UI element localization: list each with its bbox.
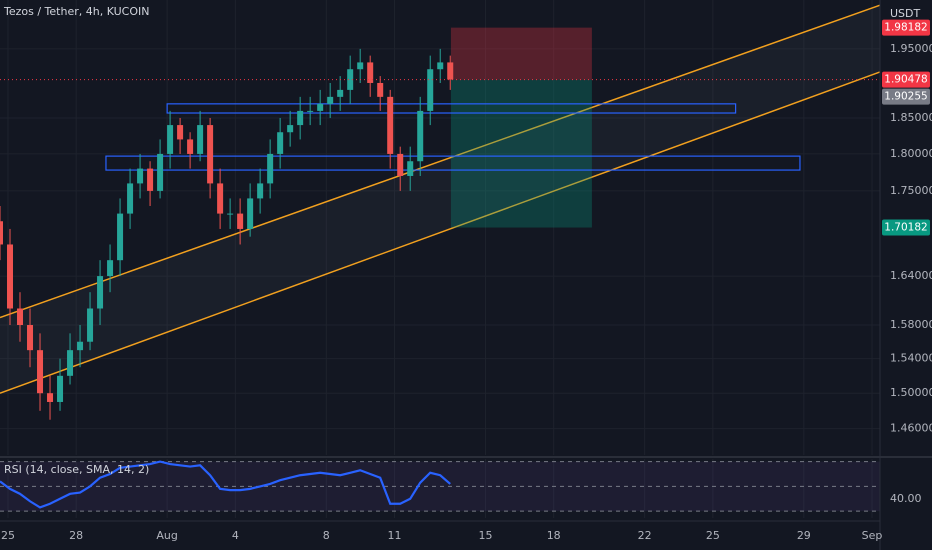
x-tick-label: Aug: [156, 529, 177, 542]
price-label: 1.90478: [884, 74, 927, 86]
candle-body: [317, 103, 324, 111]
candle-body: [347, 69, 354, 90]
candle-body: [97, 276, 104, 309]
x-tick-label: 22: [638, 529, 652, 542]
candle-body: [207, 125, 214, 184]
target-zone: [450, 79, 592, 228]
candle-body: [297, 110, 304, 126]
price-pane: [0, 0, 881, 518]
candle-body: [157, 153, 164, 191]
x-tick-label: 11: [388, 529, 402, 542]
candle-body: [137, 168, 144, 184]
x-tick-label: 25: [706, 529, 720, 542]
candle-body: [447, 62, 454, 80]
price-label-bg: [882, 219, 930, 236]
candle-body: [277, 132, 284, 154]
candle-body: [87, 308, 94, 342]
candle-body: [187, 139, 194, 154]
candle-body: [217, 183, 224, 214]
price-label: 1.90255: [884, 91, 927, 103]
candle-body: [197, 125, 204, 154]
candle-body: [107, 260, 114, 277]
candle-body: [127, 183, 134, 214]
candle-body: [337, 89, 344, 97]
candle-body: [327, 96, 334, 104]
candle-body: [47, 393, 54, 402]
stop-zone: [450, 27, 592, 80]
candle-body: [367, 62, 374, 83]
candle-body: [147, 168, 154, 191]
y-tick-label: 1.95000: [890, 42, 932, 55]
price-label-bg: [882, 88, 930, 105]
y-tick-label: 1.75000: [890, 184, 932, 197]
y-tick-label: 1.64000: [890, 269, 932, 282]
candle-body: [287, 125, 294, 133]
x-tick-label: 25: [1, 529, 15, 542]
zone-box: [105, 155, 801, 171]
price-label: 1.98182: [884, 22, 927, 34]
price-label: 1.70182: [884, 222, 927, 234]
labels: 25 28 Aug 4 8 11 15 18 22 25 29 Sep 1.46000 1.50000 1.…: [1, 42, 932, 542]
candle-body: [67, 350, 74, 376]
candle-body: [117, 213, 124, 261]
candle-body: [377, 82, 384, 97]
x-tick-label: 15: [478, 529, 492, 542]
candle-body: [7, 244, 14, 309]
candle-body: [237, 213, 244, 229]
candle-body: [17, 308, 24, 326]
candle-body: [267, 153, 274, 184]
candle-body: [37, 350, 44, 394]
y-tick-label: 1.58000: [890, 318, 932, 331]
candle-body: [167, 125, 174, 154]
y-tick-label: 1.54000: [890, 352, 932, 365]
price-label-bg: [882, 19, 930, 36]
price-label-bg: [882, 71, 930, 88]
candle-body: [307, 110, 314, 112]
x-tick-label: 8: [323, 529, 330, 542]
candle-body: [57, 375, 64, 402]
candle-body: [27, 325, 34, 351]
x-tick-label: 28: [69, 529, 83, 542]
candle-body: [427, 69, 434, 111]
candle-body: [437, 62, 444, 70]
candle-body: [357, 62, 364, 70]
candle-body: [257, 183, 264, 199]
x-tick-label: 4: [232, 529, 239, 542]
candle-body: [227, 213, 234, 215]
candle-body: [0, 221, 4, 245]
candle-body: [387, 96, 394, 154]
candle-body: [77, 341, 84, 351]
currency-label: USDT: [890, 7, 921, 20]
candle-body: [417, 110, 424, 162]
channel-line: [0, 4, 881, 319]
rsi-line: [0, 460, 451, 509]
y-tick-label: 1.80000: [890, 147, 932, 160]
channel-fill: [0, 5, 880, 394]
candle-body: [177, 125, 184, 140]
x-tick-label: Sep: [862, 529, 883, 542]
channel-line: [0, 71, 881, 394]
rsi-tick-label: 40.00: [890, 492, 922, 505]
y-tick-label: 1.46000: [890, 422, 932, 435]
y-tick-label: 1.50000: [890, 386, 932, 399]
x-tick-label: 29: [797, 529, 811, 542]
zone-box: [166, 103, 737, 114]
candle-body: [247, 198, 254, 229]
candle-body: [407, 161, 414, 176]
chart-title: Tezos / Tether, 4h, KUCOIN: [3, 5, 149, 18]
candle-body: [397, 153, 404, 176]
rsi-title: RSI (14, close, SMA, 14, 2): [4, 463, 149, 476]
x-tick-label: 18: [547, 529, 561, 542]
y-tick-label: 1.85000: [890, 111, 932, 124]
